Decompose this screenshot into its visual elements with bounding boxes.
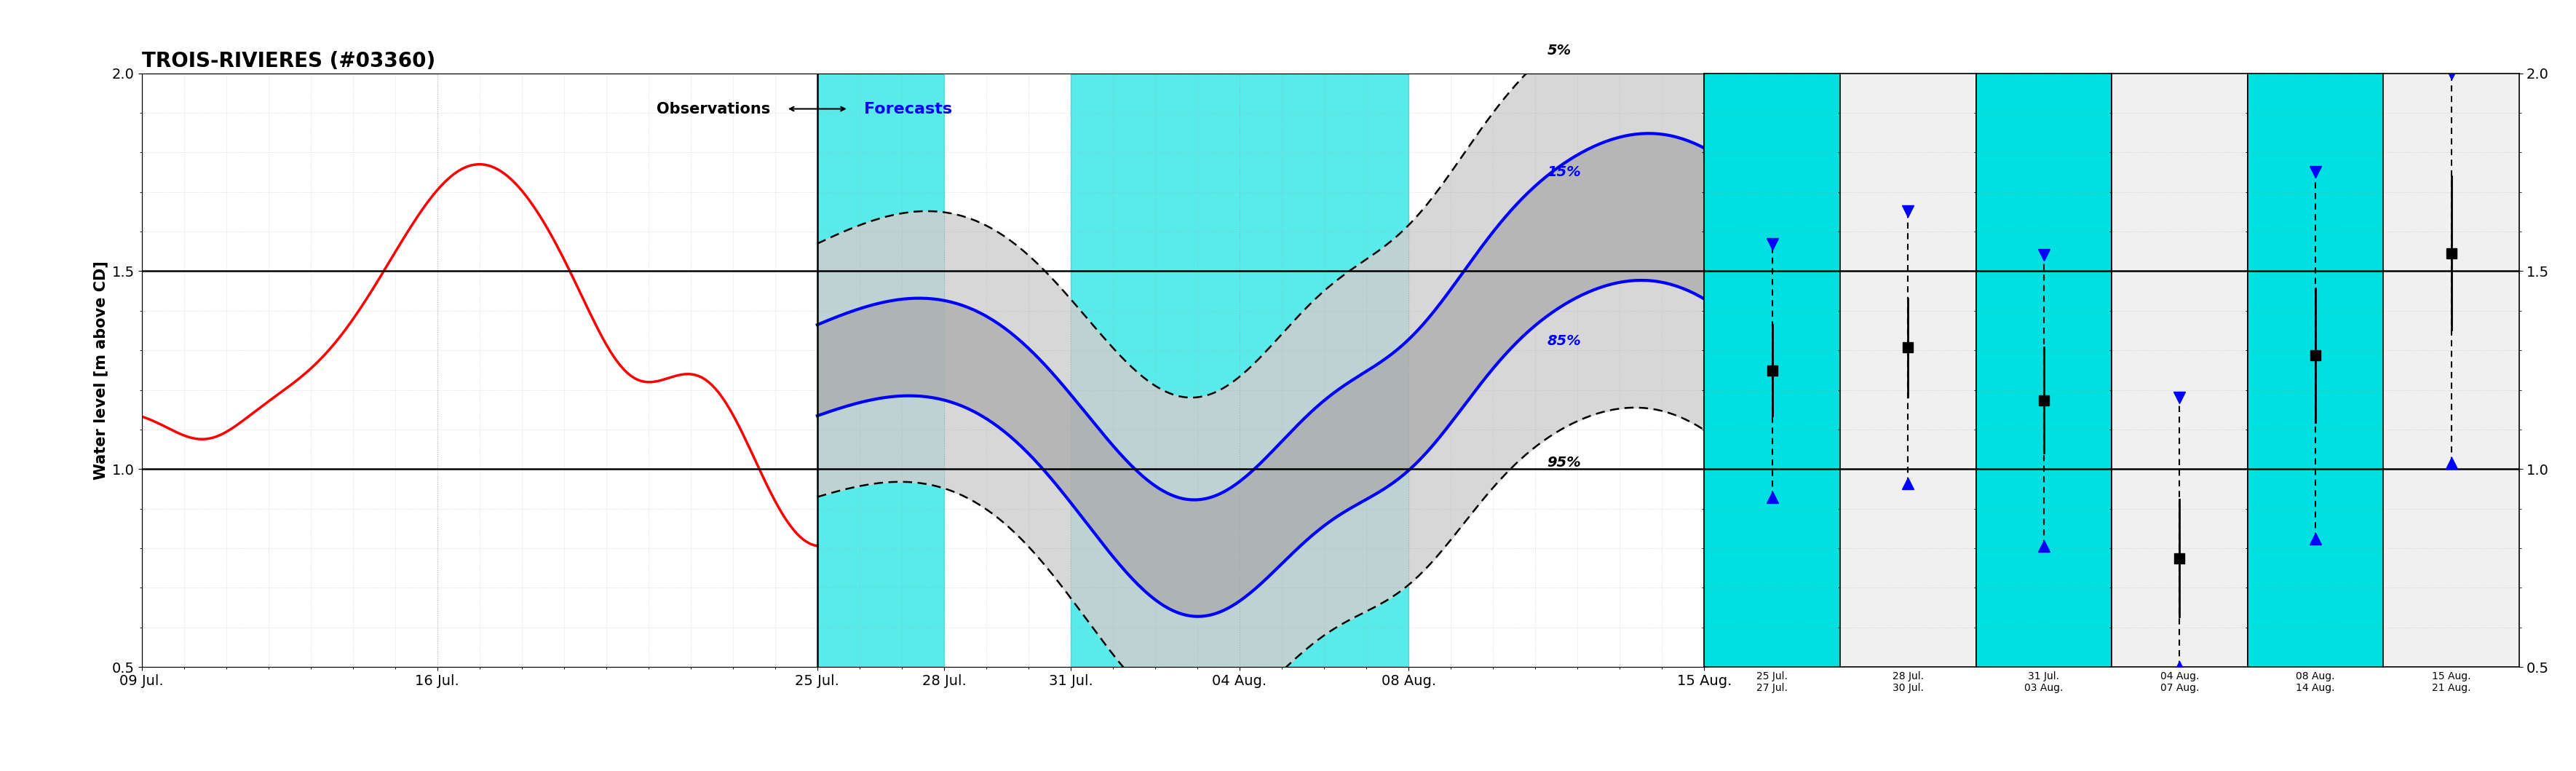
Text: 85%: 85% [1548,334,1582,348]
Bar [1072,73,1409,667]
Text: 15%: 15% [1548,165,1582,179]
Text: 95%: 95% [1548,456,1582,470]
X-axis label: 04 Aug.
07 Aug.: 04 Aug. 07 Aug. [2161,671,2200,693]
Text: TROIS-RIVIERES (#03360): TROIS-RIVIERES (#03360) [142,51,435,72]
X-axis label: 31 Jul.
03 Aug.: 31 Jul. 03 Aug. [2025,671,2063,693]
Text: Observations: Observations [657,102,770,116]
Text: 5%: 5% [1548,43,1571,57]
X-axis label: 15 Aug.
21 Aug.: 15 Aug. 21 Aug. [2432,671,2470,693]
X-axis label: 28 Jul.
30 Jul.: 28 Jul. 30 Jul. [1893,671,1924,693]
Y-axis label: Water level [m above CD]: Water level [m above CD] [93,261,108,480]
Bar [817,73,943,667]
X-axis label: 08 Aug.
14 Aug.: 08 Aug. 14 Aug. [2295,671,2334,693]
Text: Forecasts: Forecasts [863,102,953,116]
X-axis label: 25 Jul.
27 Jul.: 25 Jul. 27 Jul. [1757,671,1788,693]
